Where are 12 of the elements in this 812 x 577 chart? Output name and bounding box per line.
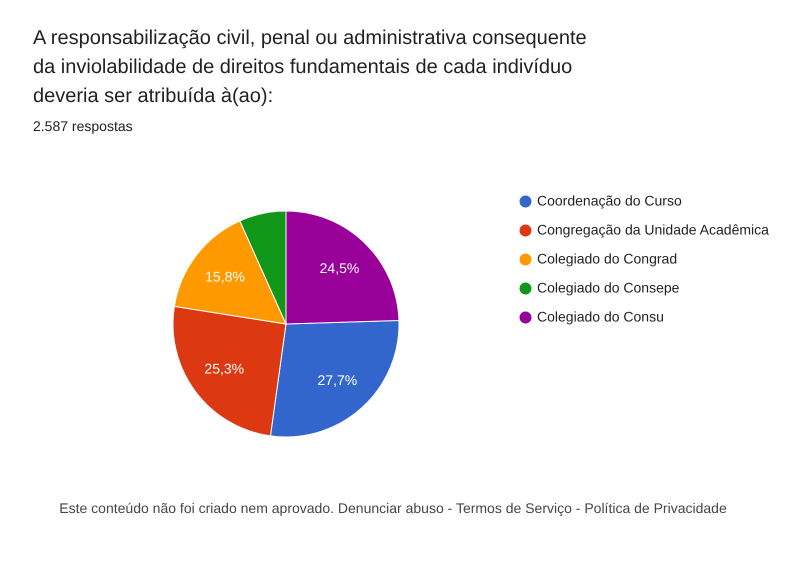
legend-label: Colegiado do Congrad [537, 250, 678, 266]
data-label: 27,7% [318, 372, 358, 388]
legend-label: Coordenação do Curso [537, 192, 682, 208]
data-label: 25,3% [204, 360, 244, 377]
chart-subtitle: 2.587 respostas [33, 118, 133, 134]
legend-label: Colegiado do Consepe [537, 280, 680, 296]
chart-title: A responsabilização civil, penal ou administrativa consequente da inviolabilidade de direitos fundamentais de cada indivíduo deveria ser atribuída à(ao): [33, 27, 587, 107]
data-label: 15,8% [205, 268, 245, 284]
data-label: 24,5% [320, 260, 360, 276]
legend-label: Colegiado do Consu [537, 308, 664, 324]
legend-label: Congregação da Unidade Acadêmica [537, 222, 770, 238]
text: Este conteúdo não foi criado nem aprovado. Denunciar abuso - Termos de Serviço - Política de Privacidade [59, 500, 727, 516]
